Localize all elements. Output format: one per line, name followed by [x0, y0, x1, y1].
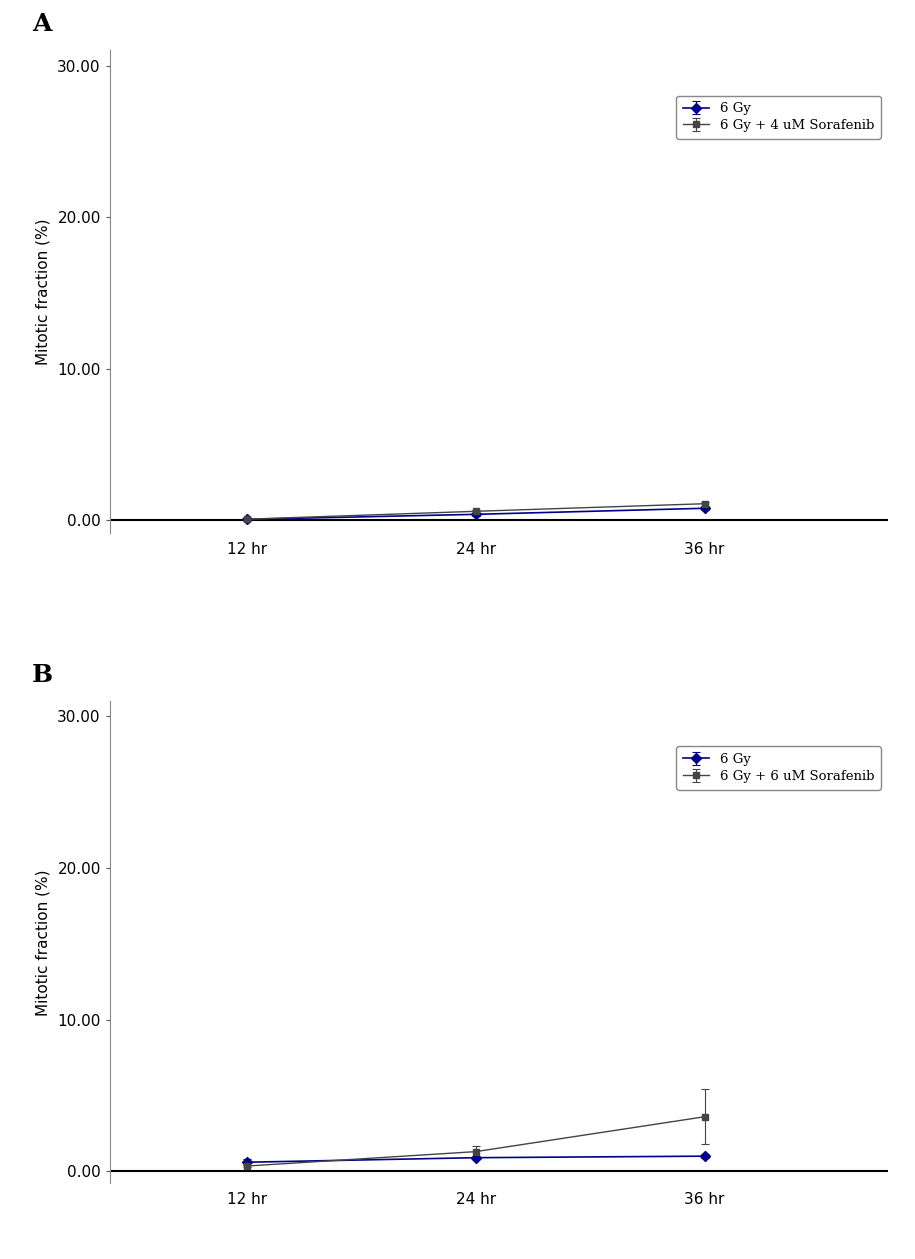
Y-axis label: Mitotic fraction (%): Mitotic fraction (%) — [36, 218, 50, 365]
Y-axis label: Mitotic fraction (%): Mitotic fraction (%) — [36, 869, 50, 1016]
Legend: 6 Gy, 6 Gy + 4 uM Sorafenib: 6 Gy, 6 Gy + 4 uM Sorafenib — [676, 96, 881, 138]
Legend: 6 Gy, 6 Gy + 6 uM Sorafenib: 6 Gy, 6 Gy + 6 uM Sorafenib — [676, 747, 881, 789]
Text: B: B — [32, 662, 53, 686]
Text: A: A — [32, 11, 51, 35]
